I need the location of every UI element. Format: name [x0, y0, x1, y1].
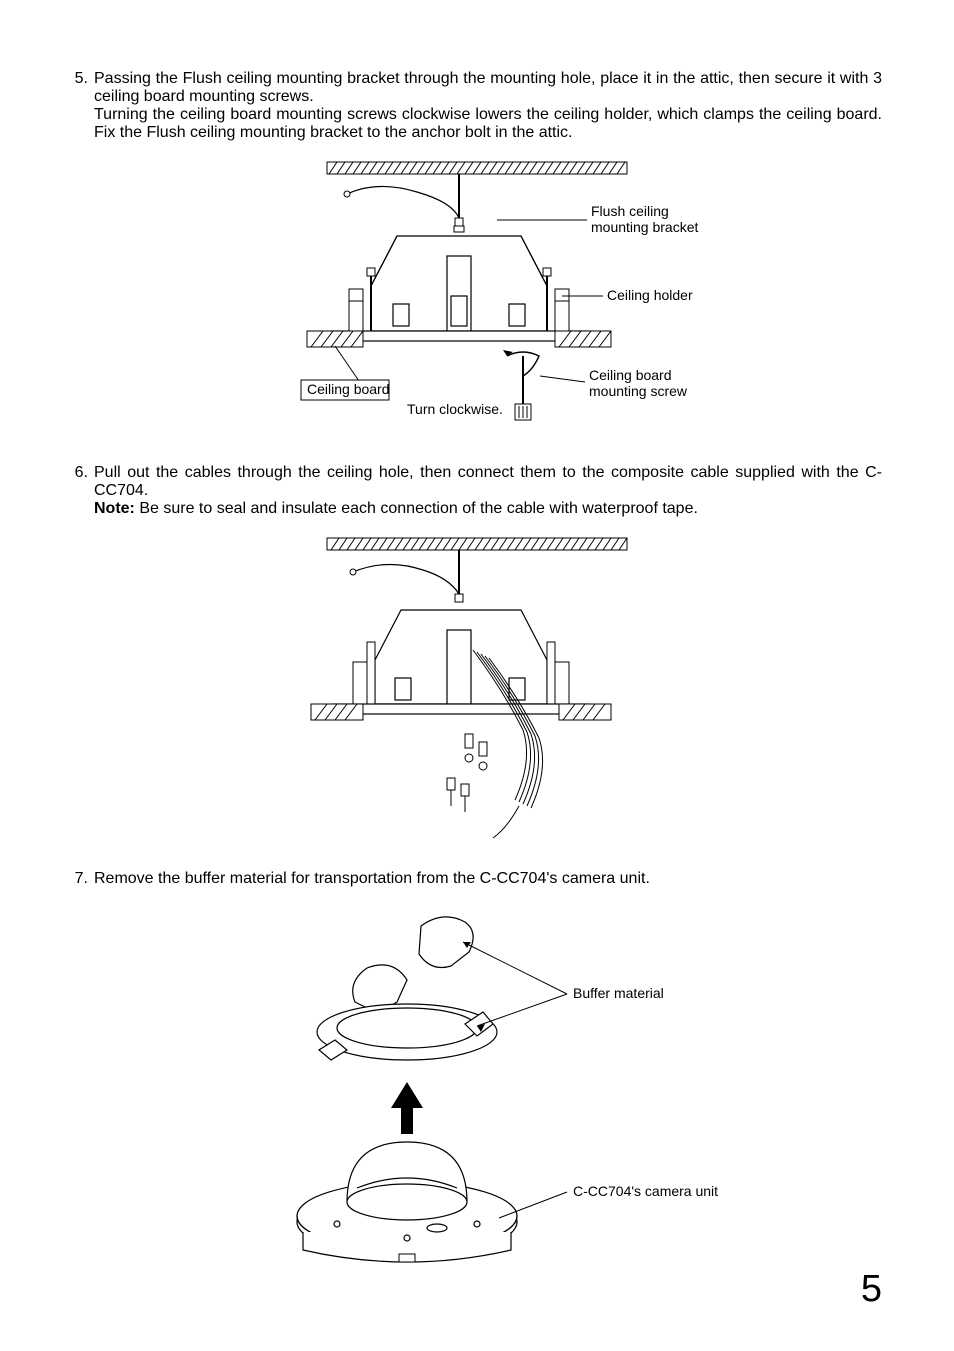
figure-2: [72, 532, 882, 842]
figure-1-svg: Flush ceiling mounting bracket Ceiling h…: [197, 156, 757, 436]
step-6: 6. Pull out the cables through the ceili…: [72, 464, 882, 518]
connectors: [447, 734, 487, 812]
label-bracket-line2: mounting bracket: [591, 219, 699, 235]
ceiling-holder-right: [555, 289, 569, 331]
camera-unit: [297, 1142, 517, 1262]
ceiling-holder-left: [349, 289, 363, 331]
step-5-para-2: Turning the ceiling board mounting screw…: [94, 106, 882, 142]
mounting-bracket-body: [371, 236, 547, 331]
screw-detail: [503, 350, 539, 420]
ceiling-board-left-2: [311, 704, 363, 720]
up-arrow-icon: [391, 1082, 423, 1134]
label-screw-line2: mounting screw: [589, 383, 688, 399]
step-7-para-1: Remove the buffer material for transport…: [94, 870, 882, 888]
label-holder: Ceiling holder: [607, 287, 693, 303]
step-5: 5. Passing the Flush ceiling mounting br…: [72, 70, 882, 142]
label-screw-line1: Ceiling board: [589, 367, 672, 383]
safety-cable: [347, 186, 459, 218]
label-bracket-line1: Flush ceiling: [591, 203, 669, 219]
figure-2-svg: [297, 532, 657, 842]
step-7-body: Remove the buffer material for transport…: [94, 870, 882, 888]
label-turn-clockwise: Turn clockwise.: [407, 401, 503, 417]
ceiling-board-right: [555, 331, 611, 347]
note-text: Be sure to seal and insulate each connec…: [135, 500, 698, 517]
attic-hatch-2: [327, 538, 627, 550]
ceiling-board-right-2: [559, 704, 611, 720]
callout-line-screw: [540, 376, 585, 382]
step-5-body: Passing the Flush ceiling mounting brack…: [94, 70, 882, 142]
callout-line-board: [335, 346, 359, 381]
step-6-body: Pull out the cables through the ceiling …: [94, 464, 882, 518]
step-7: 7. Remove the buffer material for transp…: [72, 870, 882, 888]
step-6-note: Note: Be sure to seal and insulate each …: [94, 500, 882, 518]
ceiling-board-left: [307, 331, 363, 347]
page-number: 5: [861, 1268, 882, 1311]
figure-1: Flush ceiling mounting bracket Ceiling h…: [72, 156, 882, 436]
bracket-body-2: [375, 610, 547, 704]
figure-3: Buffer material C-CC704's camera unit: [72, 902, 882, 1302]
attic-hatch: [327, 162, 627, 174]
buffer-material: [317, 917, 497, 1060]
label-camera-unit: C-CC704's camera unit: [573, 1183, 718, 1199]
figure-3-svg: Buffer material C-CC704's camera unit: [207, 902, 747, 1302]
label-buffer-material: Buffer material: [573, 985, 664, 1001]
step-7-number: 7.: [72, 870, 94, 888]
step-6-number: 6.: [72, 464, 94, 518]
step-5-para-1: Passing the Flush ceiling mounting brack…: [94, 70, 882, 106]
note-label: Note:: [94, 500, 135, 517]
step-6-para-1: Pull out the cables through the ceiling …: [94, 464, 882, 500]
bracket-flange: [331, 331, 587, 341]
label-ceiling-board: Ceiling board: [307, 381, 390, 397]
step-5-number: 5.: [72, 70, 94, 142]
